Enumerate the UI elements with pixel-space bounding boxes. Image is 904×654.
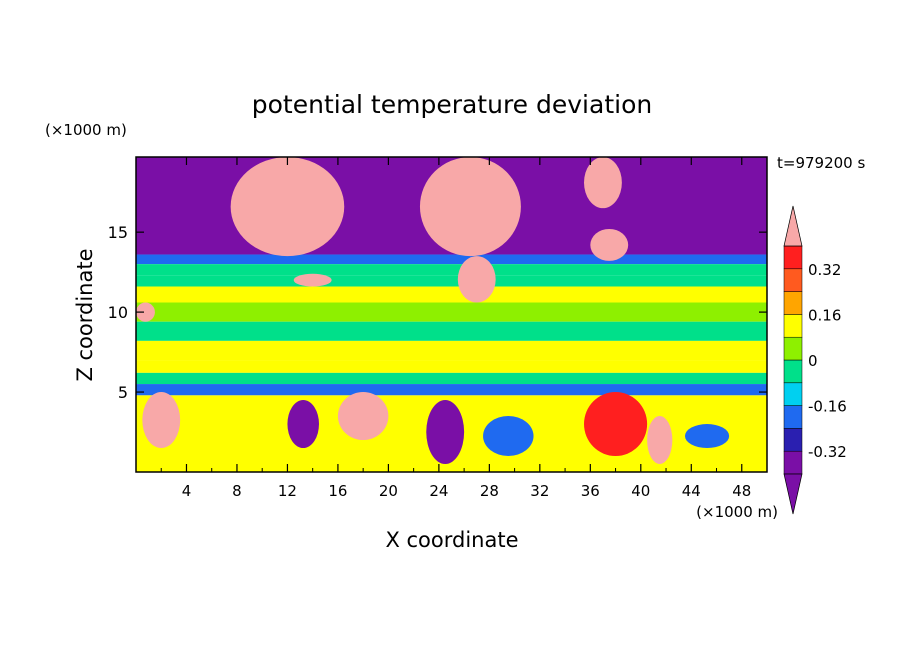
contour-band <box>136 340 767 361</box>
contour-cell <box>647 416 673 465</box>
contour-cell <box>142 392 181 449</box>
contour-band <box>136 286 767 303</box>
contour-band <box>136 302 767 322</box>
y-unit-label: (×1000 m) <box>45 121 127 139</box>
x-tick-label: 4 <box>182 482 192 500</box>
contour-cell <box>426 400 465 465</box>
contour-band <box>136 372 767 385</box>
contour-cell <box>457 256 496 303</box>
colorbar-segment <box>783 428 803 452</box>
x-tick-label: 12 <box>278 482 297 500</box>
contour-band <box>136 321 767 341</box>
chart-title: potential temperature deviation <box>252 90 652 119</box>
y-tick-label: 15 <box>108 223 128 242</box>
colorbar-tick-label: -0.16 <box>808 398 847 416</box>
contour-band <box>136 360 767 373</box>
contour-cell <box>337 392 389 441</box>
y-tick-label: 10 <box>108 303 128 322</box>
contour-band <box>136 275 767 287</box>
colorbar-tick-label: 0 <box>808 352 818 370</box>
x-axis-label: X coordinate <box>385 528 518 552</box>
x-tick-label: 40 <box>631 482 650 500</box>
contour-cell <box>584 157 622 209</box>
y-axis-label: Z coordinate <box>73 248 97 381</box>
x-tick-label: 8 <box>232 482 242 500</box>
colorbar-upper-arrow <box>783 205 803 247</box>
colorbar-segment <box>783 382 803 406</box>
colorbar-segment <box>783 450 803 475</box>
colorbar-lower-arrow <box>783 473 803 515</box>
colorbar-segment <box>783 314 803 338</box>
contour-band <box>136 264 767 276</box>
contour-cell <box>584 392 648 457</box>
contour-field <box>136 157 767 472</box>
colorbar-segment <box>783 268 803 292</box>
time-label: t=979200 s <box>777 154 865 172</box>
contour-cell <box>590 228 629 261</box>
contour-band <box>136 254 767 265</box>
plot-area <box>135 156 768 473</box>
contour-cell <box>419 157 521 257</box>
colorbar-segment <box>783 359 803 384</box>
x-tick-label: 28 <box>480 482 499 500</box>
contour-band <box>136 384 767 396</box>
contour-cell <box>483 416 534 457</box>
y-tick-label: 5 <box>118 383 128 402</box>
colorbar-segment <box>783 336 803 361</box>
contour-cell <box>287 400 319 449</box>
x-axis: 4 8 12 16 20 24 28 32 36 40 44 48 <box>160 157 751 500</box>
x-tick-label: 44 <box>682 482 701 500</box>
colorbar: -0.32 -0.16 0 0.16 0.32 <box>783 205 847 515</box>
y-axis: 5 10 15 <box>108 223 767 402</box>
contour-cell <box>293 273 332 287</box>
x-tick-label: 36 <box>581 482 600 500</box>
colorbar-tick-label: 0.32 <box>808 261 841 279</box>
colorbar-segment <box>783 245 803 270</box>
contour-cell <box>684 424 730 449</box>
x-tick-label: 48 <box>732 482 751 500</box>
x-unit-label: (×1000 m) <box>696 503 778 521</box>
colorbar-tick-label: -0.32 <box>808 443 847 461</box>
colorbar-segment <box>783 405 803 429</box>
x-tick-label: 24 <box>429 482 448 500</box>
contour-cell <box>230 157 345 257</box>
plot-frame <box>135 156 768 473</box>
colorbar-segment <box>783 291 803 315</box>
x-tick-label: 16 <box>328 482 347 500</box>
x-tick-label: 20 <box>379 482 398 500</box>
colorbar-tick-label: 0.16 <box>808 306 841 324</box>
contour-cell <box>136 302 155 322</box>
x-tick-label: 32 <box>530 482 549 500</box>
